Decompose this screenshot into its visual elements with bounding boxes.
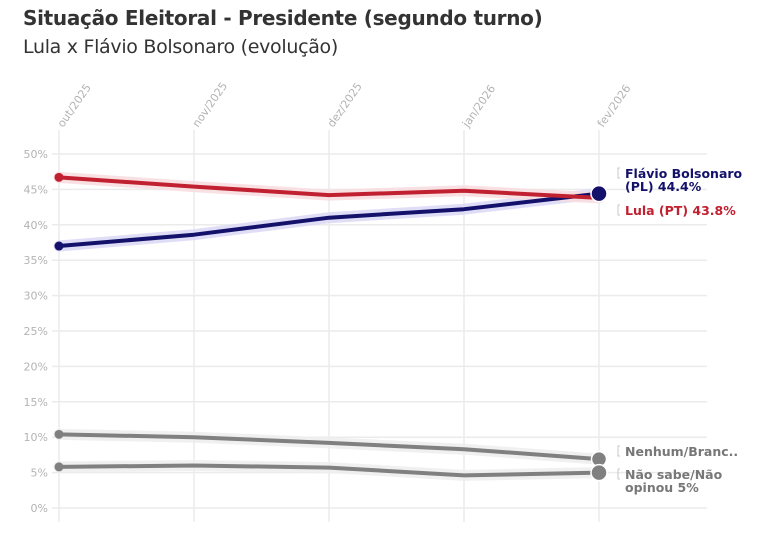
series-label: Lula (PT) 43.8% bbox=[625, 203, 736, 218]
x-axis: out/2025 nov/2025 dez/2025 jan/2026 fev/2026 bbox=[55, 80, 634, 131]
label-connector bbox=[617, 468, 620, 480]
series-start-point bbox=[54, 462, 64, 472]
y-tick-label: 5% bbox=[31, 467, 48, 480]
label-connector bbox=[617, 167, 620, 179]
y-tick-label: 50% bbox=[24, 148, 48, 161]
y-tick-label: 0% bbox=[31, 502, 48, 515]
series-label-line: Não sabe/Não bbox=[625, 467, 723, 482]
y-tick-label: 35% bbox=[24, 254, 48, 267]
y-axis: 0% 5% 10% 15% 20% 25% 30% 35% 40% 45% 50% bbox=[24, 148, 48, 515]
label-connector bbox=[617, 204, 620, 216]
series-label-line: Flávio Bolsonaro bbox=[625, 166, 743, 181]
x-tick-label: fev/2026 bbox=[595, 82, 634, 129]
series-label-line: opinou 5% bbox=[625, 480, 699, 495]
series-label: Nenhum/Branc.. bbox=[625, 444, 738, 459]
series-line bbox=[58, 432, 600, 462]
y-tick-label: 40% bbox=[24, 219, 48, 232]
x-tick-label: dez/2025 bbox=[325, 80, 365, 129]
series-start-point bbox=[54, 241, 64, 251]
series-label-line: Nenhum/Branc.. bbox=[625, 444, 738, 459]
series-start-point bbox=[54, 172, 64, 182]
x-tick-label: jan/2026 bbox=[459, 83, 498, 131]
x-tick-label: nov/2025 bbox=[190, 80, 230, 130]
series-line bbox=[58, 191, 600, 248]
series-label: Não sabe/Não opinou 5% bbox=[625, 467, 723, 495]
series-lines bbox=[54, 172, 608, 482]
y-tick-label: 45% bbox=[24, 183, 48, 196]
y-tick-label: 20% bbox=[24, 360, 48, 373]
series-end-point bbox=[590, 184, 608, 203]
series-labels: Flávio Bolsonaro (PL) 44.4% Lula (PT) 43.8… bbox=[617, 166, 743, 495]
series-end-point bbox=[590, 463, 608, 482]
y-tick-label: 10% bbox=[24, 431, 48, 444]
label-connector bbox=[617, 445, 620, 457]
y-tick-label: 15% bbox=[24, 396, 48, 409]
chart-subtitle: Lula x Flávio Bolsonaro (evolução) bbox=[23, 36, 338, 58]
y-tick-label: 25% bbox=[24, 325, 48, 338]
series-start-point bbox=[54, 429, 64, 439]
x-tick-label: out/2025 bbox=[55, 82, 94, 130]
series-line bbox=[58, 175, 600, 200]
series-line bbox=[58, 463, 600, 478]
series-label: Flávio Bolsonaro (PL) 44.4% bbox=[625, 166, 743, 194]
series-label-line: (PL) 44.4% bbox=[625, 179, 702, 194]
y-tick-label: 30% bbox=[24, 290, 48, 303]
series-label-line: Lula (PT) 43.8% bbox=[625, 203, 736, 218]
chart-title: Situação Eleitoral - Presidente (segundo… bbox=[23, 6, 543, 30]
